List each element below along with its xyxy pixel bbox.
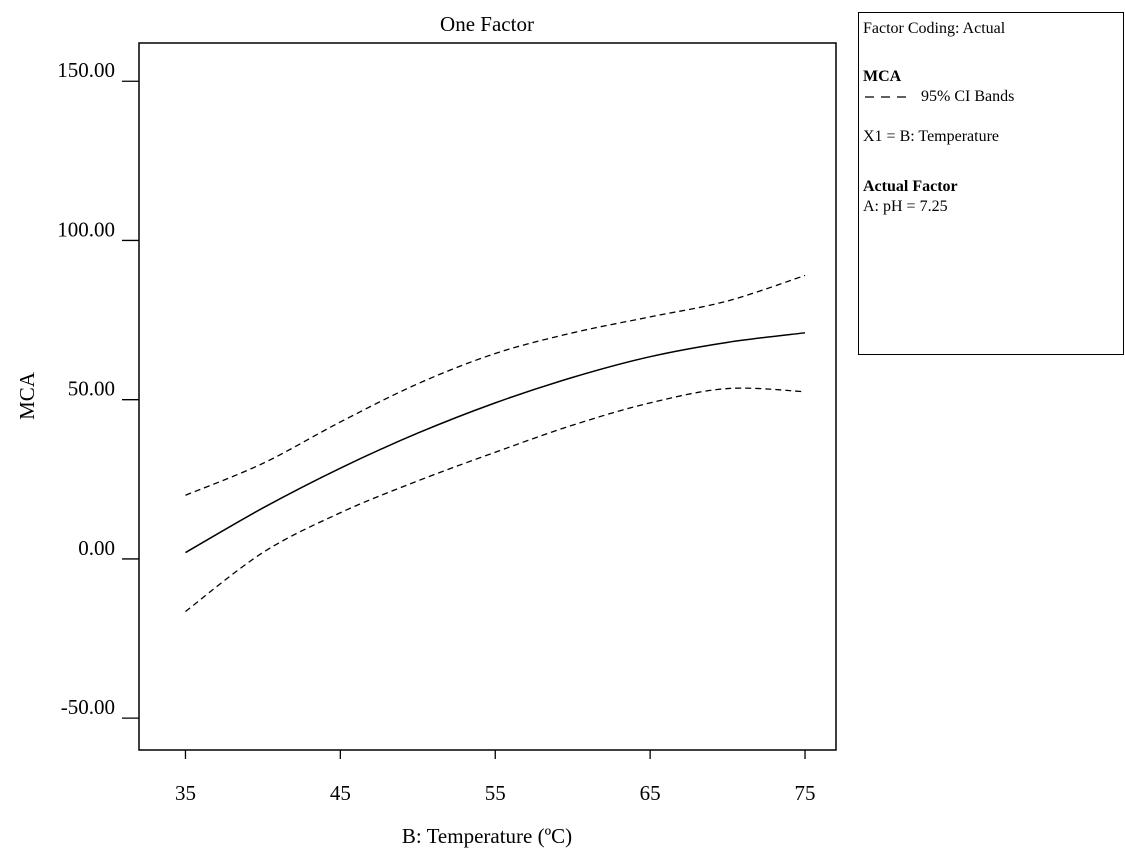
legend-ci-label: 95% CI Bands (921, 88, 1015, 105)
x-tick-label: 75 (795, 781, 816, 805)
y-tick-label: -50.00 (61, 695, 115, 719)
legend-response-name: MCA (863, 68, 902, 85)
actual-factor-heading: Actual Factor (863, 178, 958, 195)
mca-fit-line (185, 332, 806, 554)
legend-ci-row: 95% CI Bands (863, 87, 1119, 107)
x-axis-label: B: Temperature (ºC) (402, 824, 572, 848)
y-axis: -50.00 0.00 50.00 100.00 150.00 (57, 58, 139, 719)
x-tick-label: 35 (175, 781, 196, 805)
factor-coding-text: Factor Coding: Actual (863, 20, 1006, 37)
y-axis-label: MCA (15, 371, 39, 420)
actual-factor-value: A: pH = 7.25 (863, 198, 948, 215)
chart-title: One Factor (440, 12, 534, 36)
x-tick-label: 45 (330, 781, 351, 805)
ci-band-lower-line (185, 387, 806, 612)
x1-definition: X1 = B: Temperature (863, 128, 1000, 145)
legend-panel: Factor Coding: Actual MCA 95% CI Bands X… (858, 12, 1124, 355)
x-tick-label: 55 (485, 781, 506, 805)
y-tick-label: 100.00 (57, 217, 115, 241)
mca-temperature-chart: One Factor 35 45 55 65 75 -50.00 0.00 50.00 100… (15, 12, 837, 848)
y-tick-label: 50.00 (68, 377, 115, 401)
dashed-line-icon (865, 96, 913, 98)
plot-frame (138, 42, 837, 751)
x-axis: 35 45 55 65 75 (175, 750, 816, 805)
y-tick-label: 0.00 (78, 536, 115, 560)
ci-band-upper-line (185, 274, 806, 496)
series-layer (185, 274, 806, 612)
x-tick-label: 65 (640, 781, 661, 805)
y-tick-label: 150.00 (57, 58, 115, 82)
